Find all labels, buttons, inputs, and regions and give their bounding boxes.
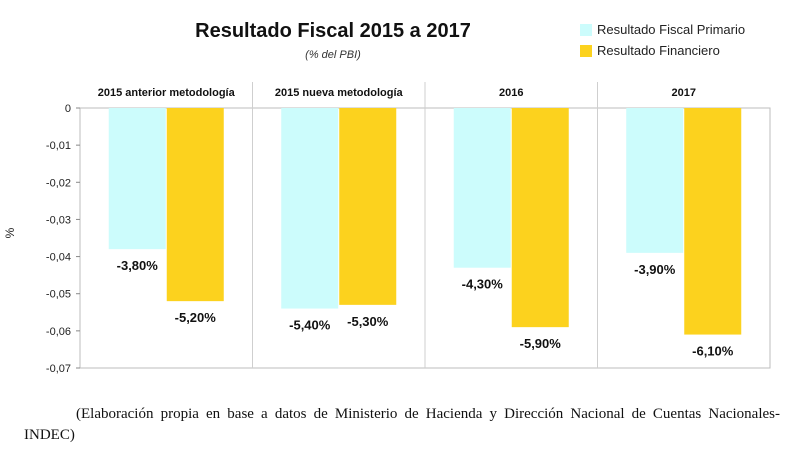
source-caption: (Elaboración propia en base a datos de M… [24, 406, 780, 443]
y-tick-label: 0 [65, 103, 71, 115]
bar [684, 108, 742, 335]
data-label: -3,80% [117, 258, 159, 273]
y-tick-label: -0,03 [46, 214, 71, 226]
category-label: 2017 [672, 87, 696, 99]
data-label: -3,90% [634, 262, 676, 277]
y-axis-label: % [3, 227, 17, 238]
data-label: -4,30% [462, 277, 504, 292]
category-label: 2015 nueva metodología [275, 87, 404, 99]
y-tick-label: -0,02 [46, 177, 71, 189]
bar [453, 108, 511, 268]
data-label: -5,30% [347, 314, 389, 329]
data-label: -6,10% [692, 344, 734, 359]
y-tick-label: -0,07 [46, 363, 71, 375]
chart-subtitle: (% del PBI) [305, 49, 361, 61]
data-label: -5,20% [175, 310, 217, 325]
bar [511, 108, 569, 328]
category-label: 2016 [499, 87, 523, 99]
legend: Resultado Fiscal Primario Resultado Finan… [580, 22, 745, 58]
category-label: 2015 anterior metodología [98, 87, 236, 99]
data-label: -5,40% [289, 318, 331, 333]
plot-area: 0 -0,01 -0,02 -0,03 -0,04 -0,05 -0,06 -0,07 2015… [46, 82, 771, 375]
y-tick-label: -0,05 [46, 289, 71, 301]
legend-swatch [580, 45, 592, 57]
y-tick-label: -0,06 [46, 326, 71, 338]
y-tick-label: -0,01 [46, 140, 71, 152]
legend-label: Resultado Financiero [597, 43, 720, 58]
bar [108, 108, 166, 250]
bar [166, 108, 224, 302]
chart: Resultado Fiscal 2015 a 2017 (% del PBI)… [3, 20, 771, 375]
legend-label: Resultado Fiscal Primario [597, 22, 745, 37]
bar [339, 108, 397, 305]
data-label: -5,90% [520, 336, 562, 351]
bar [281, 108, 339, 309]
y-tick-label: -0,04 [46, 252, 71, 264]
bar [626, 108, 684, 253]
legend-swatch [580, 24, 592, 36]
chart-title: Resultado Fiscal 2015 a 2017 [195, 20, 471, 42]
